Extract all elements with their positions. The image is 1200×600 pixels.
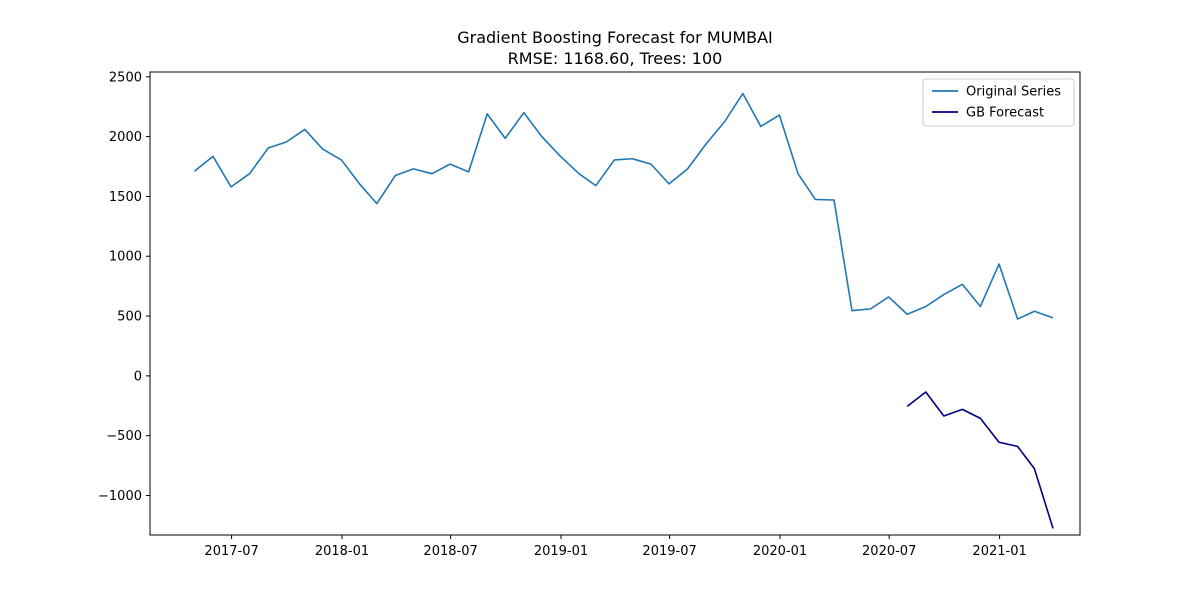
y-tick-label: 1000 (109, 250, 142, 265)
y-tick-label: −1000 (98, 489, 142, 504)
x-tick-label: 2019-07 (642, 544, 696, 559)
series-layer (193, 92, 1054, 529)
x-tick-label: 2020-01 (753, 544, 807, 559)
axes-layer: 2500 2000 1500 1000 500 0 −500 −1000 2017-07 2018… (98, 70, 1081, 559)
series-line-2 (906, 391, 1054, 529)
series-line-1 (193, 92, 1054, 320)
chart-subtitle: RMSE: 1168.60, Trees: 100 (508, 49, 723, 68)
x-tick-label: 2020-07 (862, 544, 916, 559)
x-tick-label: 2019-01 (534, 544, 588, 559)
legend: Original Series GB Forecast (922, 78, 1075, 127)
plot-frame (149, 71, 1081, 536)
y-tick-label: 2500 (109, 70, 142, 85)
y-tick-label: −500 (106, 429, 142, 444)
y-tick-label: 1500 (109, 190, 142, 205)
chart-title: Gradient Boosting Forecast for MUMBAI (457, 28, 773, 47)
x-tick-label: 2021-01 (972, 544, 1026, 559)
x-tick-label: 2018-01 (315, 544, 369, 559)
y-tick-label: 2000 (109, 130, 142, 145)
y-tick-label: 500 (117, 310, 142, 325)
legend-label-2: GB Forecast (966, 106, 1044, 121)
legend-label-1: Original Series (966, 85, 1061, 100)
y-tick-label: 0 (134, 369, 142, 384)
legend-box (922, 78, 1075, 127)
x-tick-label: 2017-07 (204, 544, 258, 559)
x-tick-label: 2018-07 (423, 544, 477, 559)
